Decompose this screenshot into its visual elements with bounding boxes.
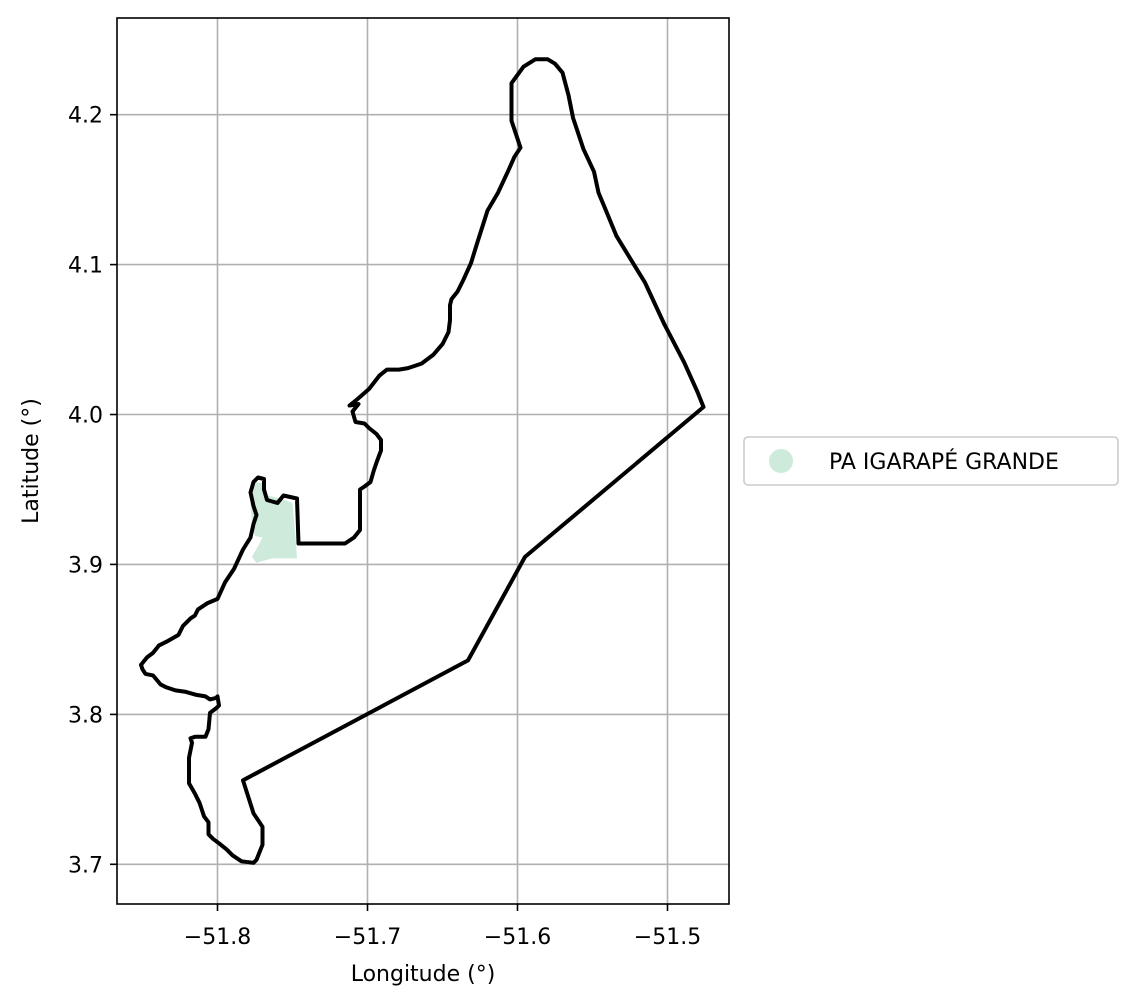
legend: PA IGARAPÉ GRANDE bbox=[743, 436, 1119, 486]
x-axis-label: Longitude (°) bbox=[351, 962, 496, 987]
x-tick-label: −51.7 bbox=[334, 925, 401, 950]
y-tick-label: 4.0 bbox=[68, 404, 103, 429]
legend-entry-label: PA IGARAPÉ GRANDE bbox=[829, 449, 1059, 475]
gridlines bbox=[117, 18, 729, 904]
x-tick-label: −51.6 bbox=[484, 925, 551, 950]
legend-frame bbox=[743, 436, 1119, 486]
y-tick-label: 4.1 bbox=[68, 254, 103, 279]
axis-ticks: −51.8 −51.7 −51.6 −51.5 3.7 3.8 3.9 4.0 4.1 4.2 bbox=[68, 104, 701, 950]
y-tick-label: 3.9 bbox=[68, 553, 103, 578]
x-tick-label: −51.5 bbox=[634, 925, 701, 950]
y-tick-label: 4.2 bbox=[68, 104, 103, 129]
region-polygon bbox=[250, 482, 297, 563]
y-tick-label: 3.8 bbox=[68, 703, 103, 728]
y-tick-label: 3.7 bbox=[68, 853, 103, 878]
boundary-outline bbox=[139, 57, 706, 865]
legend-marker bbox=[769, 449, 793, 473]
map-layer bbox=[139, 57, 706, 865]
x-tick-label: −51.8 bbox=[184, 925, 251, 950]
plot-frame bbox=[116, 17, 730, 905]
y-axis-label: Latitude (°) bbox=[19, 398, 44, 524]
